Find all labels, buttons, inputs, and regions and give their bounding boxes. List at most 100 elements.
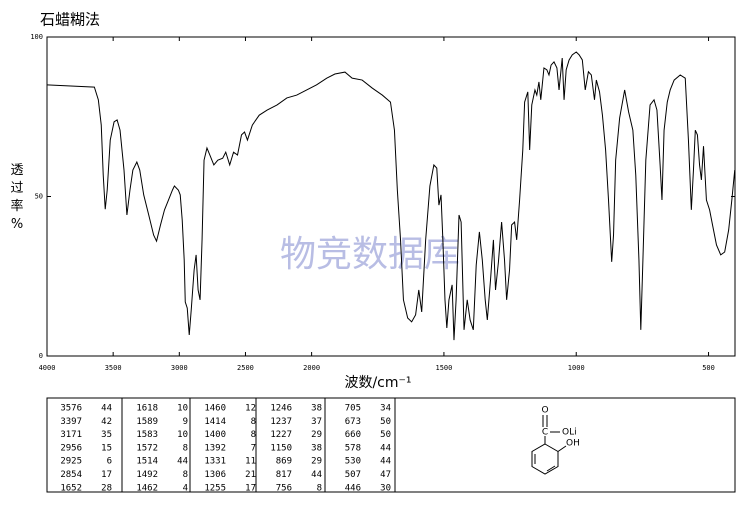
table-wavenumber: 1306	[204, 470, 226, 480]
table-frame	[46, 397, 736, 493]
table-transmittance: 8	[251, 430, 256, 440]
table-transmittance: 8	[183, 443, 188, 453]
table-transmittance: 29	[311, 430, 322, 440]
y-axis-label-char: 过	[10, 181, 23, 196]
table-wavenumber: 1227	[270, 430, 292, 440]
structure	[531, 415, 567, 475]
y-tick-label: 100	[30, 33, 43, 41]
table-transmittance: 17	[101, 470, 112, 480]
chart-title: 石蜡糊法	[40, 11, 100, 29]
table-wavenumber: 507	[345, 470, 361, 480]
table-transmittance: 7	[251, 443, 256, 453]
table-wavenumber: 446	[345, 483, 361, 493]
x-tick-label: 500	[702, 364, 715, 372]
table-transmittance: 17	[245, 483, 256, 493]
x-tick-label: 1000	[568, 364, 585, 372]
table-transmittance: 44	[380, 443, 391, 453]
watermark: 物竞数据库	[280, 234, 460, 275]
table-wavenumber: 1652	[60, 483, 82, 493]
table-wavenumber: 1460	[204, 404, 226, 414]
x-tick-label: 1500	[435, 364, 452, 372]
table-transmittance: 50	[380, 417, 391, 427]
table-wavenumber: 1572	[136, 443, 158, 453]
table-wavenumber: 660	[345, 430, 361, 440]
table-transmittance: 38	[311, 404, 322, 414]
table-dividers	[121, 398, 396, 492]
table-transmittance: 30	[380, 483, 391, 493]
plot-frame	[46, 36, 736, 357]
table-wavenumber: 1331	[204, 457, 226, 467]
table-wavenumber: 1414	[204, 417, 226, 427]
table-transmittance: 37	[311, 417, 322, 427]
y-axis-label-text: 透过率%	[10, 163, 23, 232]
table-wavenumber: 2925	[60, 457, 82, 467]
table-transmittance: 8	[251, 417, 256, 427]
x-tick-label: 2500	[237, 364, 254, 372]
table-transmittance: 11	[245, 457, 256, 467]
table-transmittance: 10	[177, 430, 188, 440]
atom-label: O	[541, 406, 548, 416]
y-tick-label: 0	[39, 352, 43, 360]
table-transmittance: 44	[311, 470, 322, 480]
x-tick-label: 2000	[303, 364, 320, 372]
table-wavenumber: 1246	[270, 404, 292, 414]
table-transmittance: 44	[380, 457, 391, 467]
table-transmittance: 8	[317, 483, 322, 493]
table-transmittance: 29	[311, 457, 322, 467]
table-wavenumber: 1514	[136, 457, 158, 467]
atom-label: OLi	[562, 428, 577, 438]
table-transmittance: 34	[380, 404, 391, 414]
table-transmittance: 38	[311, 443, 322, 453]
table-wavenumber: 3171	[60, 430, 82, 440]
table-transmittance: 50	[380, 430, 391, 440]
table-wavenumber: 3397	[60, 417, 82, 427]
bond	[557, 445, 567, 452]
x-tick-label: 4000	[39, 364, 56, 372]
table-transmittance: 9	[183, 417, 188, 427]
table-transmittance: 28	[101, 483, 112, 493]
table-transmittance: 44	[101, 404, 112, 414]
x-tick-label: 3500	[105, 364, 122, 372]
table-wavenumber: 2854	[60, 470, 82, 480]
table-wavenumber: 530	[345, 457, 361, 467]
x-tick-label: 3000	[171, 364, 188, 372]
table-wavenumber: 1492	[136, 470, 158, 480]
table-wavenumber: 1583	[136, 430, 158, 440]
table-wavenumber: 1392	[204, 443, 226, 453]
table-wavenumber: 3576	[60, 404, 82, 414]
atom-label: C	[542, 428, 548, 438]
bond	[546, 465, 556, 472]
table-transmittance: 15	[101, 443, 112, 453]
table-transmittance: 47	[380, 470, 391, 480]
y-axis-label-char: %	[11, 217, 23, 232]
table-transmittance: 10	[177, 404, 188, 414]
table-wavenumber: 1462	[136, 483, 158, 493]
table-wavenumber: 2956	[60, 443, 82, 453]
x-axis-label: 波数/cm⁻¹	[344, 375, 411, 391]
y-tick-label: 50	[35, 193, 43, 201]
table-wavenumber: 1150	[270, 443, 292, 453]
table-wavenumber: 1237	[270, 417, 292, 427]
table-transmittance: 42	[101, 417, 112, 427]
table-transmittance: 8	[183, 470, 188, 480]
spectrum-line	[46, 51, 736, 341]
table-wavenumber: 756	[276, 483, 292, 493]
y-axis-label-char: 率	[10, 198, 23, 214]
table-wavenumber: 1589	[136, 417, 158, 427]
table-wavenumber: 1400	[204, 430, 226, 440]
atom-label: OH	[566, 439, 580, 449]
table-transmittance: 6	[107, 457, 112, 467]
table-wavenumber: 673	[345, 417, 361, 427]
table-wavenumber: 1255	[204, 483, 226, 493]
benzene-ring	[531, 443, 559, 475]
table-wavenumber: 869	[276, 457, 292, 467]
table-transmittance: 21	[245, 470, 256, 480]
table-transmittance: 35	[101, 430, 112, 440]
table-wavenumber: 578	[345, 443, 361, 453]
table-transmittance: 4	[183, 483, 188, 493]
table-transmittance: 12	[245, 404, 256, 414]
table-wavenumber: 705	[345, 404, 361, 414]
table-wavenumber: 817	[276, 470, 292, 480]
table-wavenumber: 1618	[136, 404, 158, 414]
